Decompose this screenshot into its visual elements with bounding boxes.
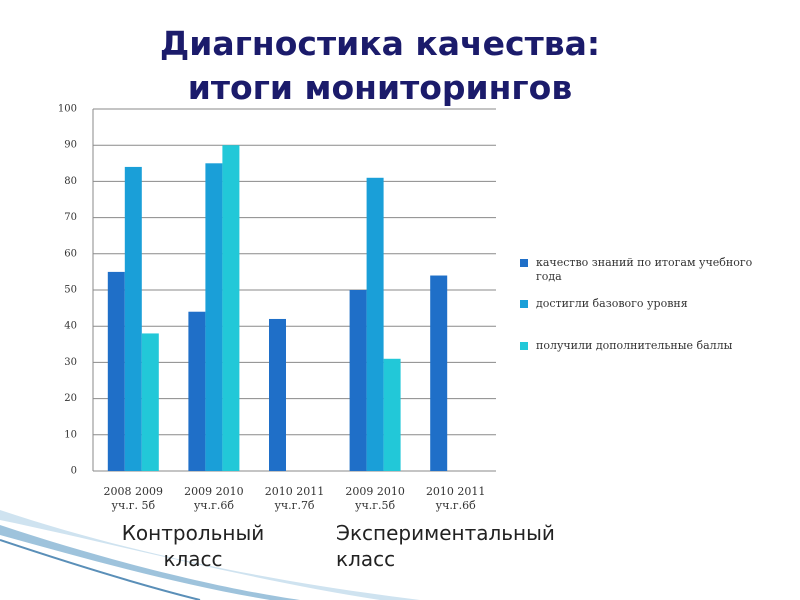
bar [205, 163, 223, 472]
y-tick-label: 80 [64, 176, 77, 187]
legend-label: получили дополнительные баллы [536, 339, 733, 352]
bar [188, 311, 206, 471]
x-tick-label: 2009 2010 уч.г.6б [184, 485, 244, 512]
y-tick-label: 100 [58, 104, 77, 115]
bar [383, 358, 401, 471]
legend-item: достигли базового уровня [520, 297, 760, 311]
y-tick-label: 40 [64, 321, 77, 332]
legend-swatch [520, 259, 528, 267]
slide-title: Диагностика качества: итоги мониторингов [159, 24, 601, 107]
bar [107, 271, 125, 471]
x-tick-label: 2010 2011 уч.г.6б [425, 485, 486, 512]
legend-swatch [520, 342, 528, 350]
bar [349, 290, 367, 471]
legend-item: получили дополнительные баллы [520, 339, 760, 353]
x-tick-label: 2008 2009 уч.г. 5б [103, 485, 164, 512]
y-tick-label: 20 [64, 393, 77, 404]
y-tick-label: 50 [64, 285, 77, 296]
caption: Экспериментальный класс [336, 521, 555, 571]
decor-line [0, 539, 201, 600]
bar [366, 177, 384, 471]
bar [430, 275, 448, 471]
x-tick-label: 2010 2011 уч.г.7б [264, 485, 325, 512]
y-tick-label: 70 [64, 212, 77, 223]
bar [141, 333, 159, 471]
y-tick-label: 0 [71, 466, 77, 477]
y-tick-label: 60 [64, 248, 77, 259]
bar [222, 145, 240, 471]
legend-label: достигли базового уровня [536, 297, 688, 310]
y-tick-label: 30 [64, 357, 77, 368]
bar [124, 166, 142, 472]
legend-item: качество знаний по итогам учебного года [520, 256, 760, 284]
legend-swatch [520, 300, 528, 308]
y-tick-label: 90 [64, 140, 77, 151]
bar [269, 318, 286, 471]
x-tick-label: 2009 2010 уч.г.5б [345, 485, 405, 512]
y-tick-label: 10 [64, 429, 77, 440]
legend-label: качество знаний по итогам учебного года [536, 256, 753, 283]
caption: Контрольный класс [121, 521, 265, 571]
